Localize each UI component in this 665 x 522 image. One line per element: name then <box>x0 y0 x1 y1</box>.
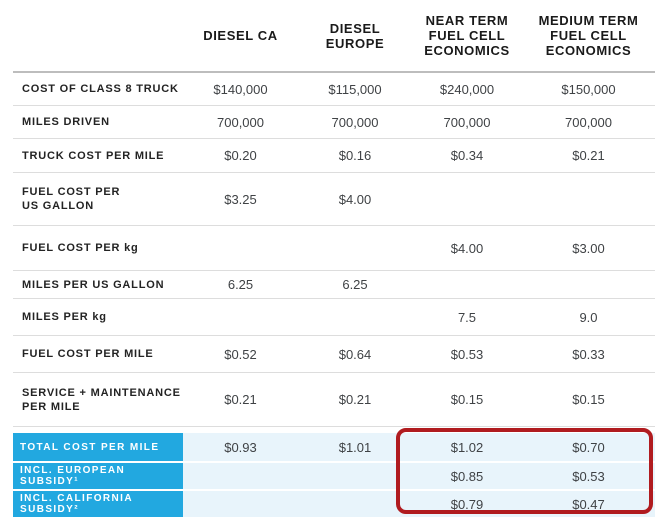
summary-row-label: TOTAL COST PER MILE <box>13 433 183 461</box>
row-label: COST OF CLASS 8 TRUCK <box>22 83 179 95</box>
summary-row: INCL. CALIFORNIA SUBSIDY² $0.79 $0.47 <box>13 491 655 517</box>
summary-cell-value <box>183 491 298 517</box>
row-label: MILES PER kg <box>22 311 107 323</box>
cell-value: $3.25 <box>224 191 257 207</box>
summary-row: INCL. EUROPEAN SUBSIDY¹ $0.85 $0.53 <box>13 463 655 489</box>
row-label: TRUCK COST PER MILE <box>22 149 165 162</box>
row-label: MILES PER US GALLON <box>22 278 165 291</box>
summary-cell-value <box>183 463 298 489</box>
cell-value: $0.33 <box>572 346 605 362</box>
cell-value: $115,000 <box>328 81 382 97</box>
table-row: SERVICE + MAINTENANCE PER MILE $0.21 $0.21… <box>13 373 655 427</box>
summary-row: TOTAL COST PER MILE $0.93 $1.01 $1.02 $0.70 <box>13 433 655 461</box>
row-label: MILES DRIVEN <box>22 116 110 128</box>
cell-value: 700,000 <box>565 114 612 130</box>
table-row: MILES DRIVEN 700,000 700,000 700,000 700,000 <box>13 106 655 139</box>
cell-value: $0.21 <box>338 392 372 407</box>
table-row: COST OF CLASS 8 TRUCK $140,000 $115,000 $24… <box>13 73 655 106</box>
cell-value: $0.34 <box>450 148 484 163</box>
table-row: FUEL COST PER kg $4.00 $3.00 <box>13 226 655 271</box>
cell-value: 6.25 <box>342 277 368 292</box>
table-summary-section: TOTAL COST PER MILE $0.93 $1.01 $1.02 $0.70 I… <box>13 433 655 517</box>
table-header-row: DIESEL CA DIESEL EUROPE NEAR TERM FUEL CEL… <box>13 0 655 73</box>
summary-row-label: INCL. CALIFORNIA SUBSIDY² <box>13 491 183 517</box>
cell-value: $0.53 <box>450 346 484 362</box>
cell-value: 700,000 <box>443 114 491 130</box>
summary-cell-value: $0.53 <box>522 463 655 489</box>
cell-value: $140,000 <box>213 81 268 97</box>
summary-row-label: INCL. EUROPEAN SUBSIDY¹ <box>13 463 183 489</box>
cost-comparison-table: DIESEL CA DIESEL EUROPE NEAR TERM FUEL CEL… <box>13 0 655 517</box>
table-row: FUEL COST PER US GALLON $3.25 $4.00 <box>13 173 655 226</box>
table-body: COST OF CLASS 8 TRUCK $140,000 $115,000 $24… <box>13 73 655 427</box>
cell-value: $0.21 <box>572 148 605 163</box>
cell-value: $4.00 <box>450 240 484 256</box>
cell-value: $0.20 <box>224 148 257 163</box>
summary-cell-value: $0.79 <box>412 491 522 517</box>
cell-value: $0.21 <box>224 392 257 407</box>
cell-value: $0.16 <box>338 148 372 163</box>
cell-value: $0.52 <box>224 346 257 362</box>
summary-cell-value: $0.85 <box>412 463 522 489</box>
cell-value: $150,000 <box>561 81 616 97</box>
cell-value: 9.0 <box>579 309 598 325</box>
cell-value: 6.25 <box>227 277 254 292</box>
summary-cell-value: $1.01 <box>298 433 412 461</box>
table-row: MILES PER US GALLON 6.25 6.25 <box>13 271 655 299</box>
cell-value: $240,000 <box>439 81 495 97</box>
summary-cell-value: $0.93 <box>183 433 298 461</box>
row-label: FUEL COST PER MILE <box>22 348 154 360</box>
table-row: TRUCK COST PER MILE $0.20 $0.16 $0.34 $0.21 <box>13 139 655 173</box>
summary-cell-value: $1.02 <box>412 433 522 461</box>
cell-value: $3.00 <box>572 240 605 256</box>
cell-value: $0.64 <box>338 346 372 362</box>
cell-value: $4.00 <box>338 191 372 207</box>
table-row: MILES PER kg 7.5 9.0 <box>13 299 655 336</box>
column-header: MEDIUM TERM FUEL CELL ECONOMICS <box>538 13 639 58</box>
cell-value: 7.5 <box>457 309 477 325</box>
column-header: DIESEL CA <box>203 28 278 43</box>
summary-cell-value: $0.47 <box>522 491 655 517</box>
cell-value: 700,000 <box>331 114 379 130</box>
row-label: FUEL COST PER kg <box>22 242 139 254</box>
table-row: FUEL COST PER MILE $0.52 $0.64 $0.53 $0.33 <box>13 336 655 373</box>
column-header: DIESEL EUROPE <box>325 20 385 51</box>
row-label: SERVICE + MAINTENANCE PER MILE <box>22 386 181 413</box>
summary-cell-value: $0.70 <box>522 433 655 461</box>
summary-cell-value <box>298 463 412 489</box>
row-label: FUEL COST PER US GALLON <box>22 186 121 212</box>
cell-value: 700,000 <box>217 114 264 130</box>
cell-value: $0.15 <box>572 392 605 407</box>
cell-value: $0.15 <box>450 392 484 407</box>
summary-cell-value <box>298 491 412 517</box>
column-header: NEAR TERM FUEL CELL ECONOMICS <box>424 13 510 58</box>
